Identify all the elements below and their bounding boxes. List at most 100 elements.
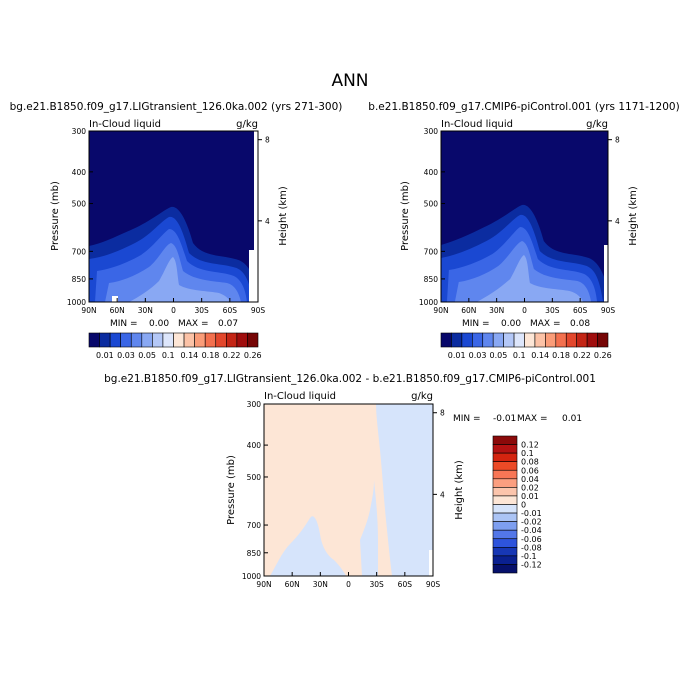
x-tick-label: 90S xyxy=(426,580,441,589)
panel-case2: b.e21.B1850.f09_g17.CMIP6-piControl.001 … xyxy=(368,101,679,360)
y-tick-label: 1000 xyxy=(67,298,86,307)
colorbar-swatch xyxy=(88,332,100,348)
x-tick-label: 60N xyxy=(461,306,476,315)
y-tick-label: 1000 xyxy=(242,572,261,581)
colorbar-swatch xyxy=(534,332,546,348)
colorbar-swatch xyxy=(492,495,518,505)
axes: 90N 60N 30N 0 30S 60S 90S 300 400 500 700 850 1000 8 4 xyxy=(67,127,270,315)
colorbar-label: 0 xyxy=(521,501,526,510)
x-tick-label: 0 xyxy=(346,580,351,589)
colorbar-label: 0.05 xyxy=(490,351,508,360)
min-label: MIN = xyxy=(453,414,481,424)
colorbar-label: 0.14 xyxy=(531,351,549,360)
colorbar-swatch xyxy=(120,332,132,348)
colorbar-swatch xyxy=(440,332,452,348)
x-tick-label: 30N xyxy=(489,306,504,315)
colorbar-label: 0.01 xyxy=(96,351,114,360)
y-tick-label: 700 xyxy=(424,247,439,256)
x-tick-label: 30S xyxy=(195,306,210,315)
colorbar-swatch xyxy=(492,487,518,497)
y-tick-label: 700 xyxy=(247,521,262,530)
colorbar-swatch xyxy=(99,332,111,348)
colorbar-label: -0.08 xyxy=(521,543,542,552)
colorbar-label: 0.01 xyxy=(448,351,466,360)
colorbar-swatch xyxy=(586,332,598,348)
colorbar-label: 0.03 xyxy=(117,351,135,360)
colorbar-label: 0.18 xyxy=(552,351,570,360)
y-tick-label: 500 xyxy=(247,473,262,482)
x-tick-label: 60S xyxy=(573,306,588,315)
y-tick-label: 400 xyxy=(72,168,87,177)
right-axis-label: Height (km) xyxy=(454,460,465,520)
colorbar-swatch xyxy=(226,332,238,348)
colorbar-label: 0.22 xyxy=(223,351,241,360)
colorbar-swatch xyxy=(492,478,518,488)
x-tick-label: 60S xyxy=(398,580,413,589)
y-tick-label: 300 xyxy=(72,127,87,136)
max-label: MAX = xyxy=(517,414,548,424)
colorbar-swatch xyxy=(492,452,518,462)
colorbar: 0.120.10.080.060.040.020.010-0.01-0.02-0… xyxy=(492,435,542,574)
colorbar-swatch xyxy=(492,547,518,557)
units-label: g/kg xyxy=(236,119,258,130)
right-tick-label: 8 xyxy=(615,136,620,145)
colorbar-label: 0.18 xyxy=(202,351,220,360)
colorbar-swatch xyxy=(461,332,473,348)
x-tick-label: 30N xyxy=(138,306,153,315)
x-tick-label: 0 xyxy=(171,306,176,315)
colorbar-swatch xyxy=(565,332,577,348)
colorbar-swatch xyxy=(576,332,588,348)
colorbar-label: 0.26 xyxy=(244,351,262,360)
colorbar-label: 0.1 xyxy=(521,449,534,458)
colorbar-label: -0.1 xyxy=(521,552,537,561)
x-tick-label: 90N xyxy=(81,306,96,315)
panel-title: bg.e21.B1850.f09_g17.LIGtransient_126.0k… xyxy=(10,101,343,113)
colorbar-label: 0.01 xyxy=(521,492,539,501)
variable-label: In-Cloud liquid xyxy=(264,391,336,402)
right-axis-label: Height (km) xyxy=(278,186,289,246)
right-tick-label: 4 xyxy=(440,490,445,499)
colorbar-swatch xyxy=(472,332,484,348)
page-title: ANN xyxy=(331,71,368,91)
right-tick-label: 4 xyxy=(615,217,620,226)
colorbar-label: -0.01 xyxy=(521,509,542,518)
y-tick-label: 850 xyxy=(424,275,439,284)
min-value: 0.00 xyxy=(149,319,169,329)
contour-field xyxy=(264,404,433,576)
colorbar-swatch xyxy=(173,332,185,348)
max-value: 0.07 xyxy=(218,319,238,329)
y-tick-label: 850 xyxy=(72,275,87,284)
colorbar-swatch xyxy=(503,332,515,348)
x-tick-label: 60N xyxy=(285,580,300,589)
colorbar: 0.01 0.03 0.05 0.1 0.14 0.18 0.22 0.26 xyxy=(440,332,612,360)
colorbar-swatch xyxy=(492,512,518,522)
x-tick-label: 30N xyxy=(313,580,328,589)
colorbar-swatch xyxy=(492,521,518,531)
colorbar-swatch xyxy=(183,332,195,348)
colorbar-swatch xyxy=(451,332,463,348)
panel-title: b.e21.B1850.f09_g17.CMIP6-piControl.001 … xyxy=(368,101,679,113)
colorbar-swatch xyxy=(524,332,536,348)
colorbar-swatch xyxy=(492,564,518,574)
y-tick-label: 500 xyxy=(72,200,87,209)
x-tick-label: 0 xyxy=(522,306,527,315)
colorbar-swatch xyxy=(492,469,518,480)
variable-label: In-Cloud liquid xyxy=(89,119,161,130)
x-tick-label: 90S xyxy=(251,306,266,315)
units-label: g/kg xyxy=(411,391,433,402)
y-tick-label: 700 xyxy=(72,247,87,256)
colorbar-swatch xyxy=(492,538,518,548)
x-tick-label: 30S xyxy=(370,580,385,589)
contour-field xyxy=(89,131,258,302)
colorbar-swatch xyxy=(492,461,518,471)
colorbar-label: 0.22 xyxy=(573,351,591,360)
colorbar-label: 0.26 xyxy=(594,351,612,360)
units-label: g/kg xyxy=(586,119,608,130)
colorbar-swatch xyxy=(513,332,525,348)
axes: 90N 60N 30N 0 30S 60S 90S 300 400 500 700 850 1000 8 4 xyxy=(419,127,620,315)
colorbar-swatch xyxy=(141,332,153,348)
colorbar-swatch xyxy=(492,529,518,540)
max-label: MAX = xyxy=(530,319,561,329)
max-value: 0.08 xyxy=(570,319,590,329)
y-tick-label: 400 xyxy=(247,441,262,450)
